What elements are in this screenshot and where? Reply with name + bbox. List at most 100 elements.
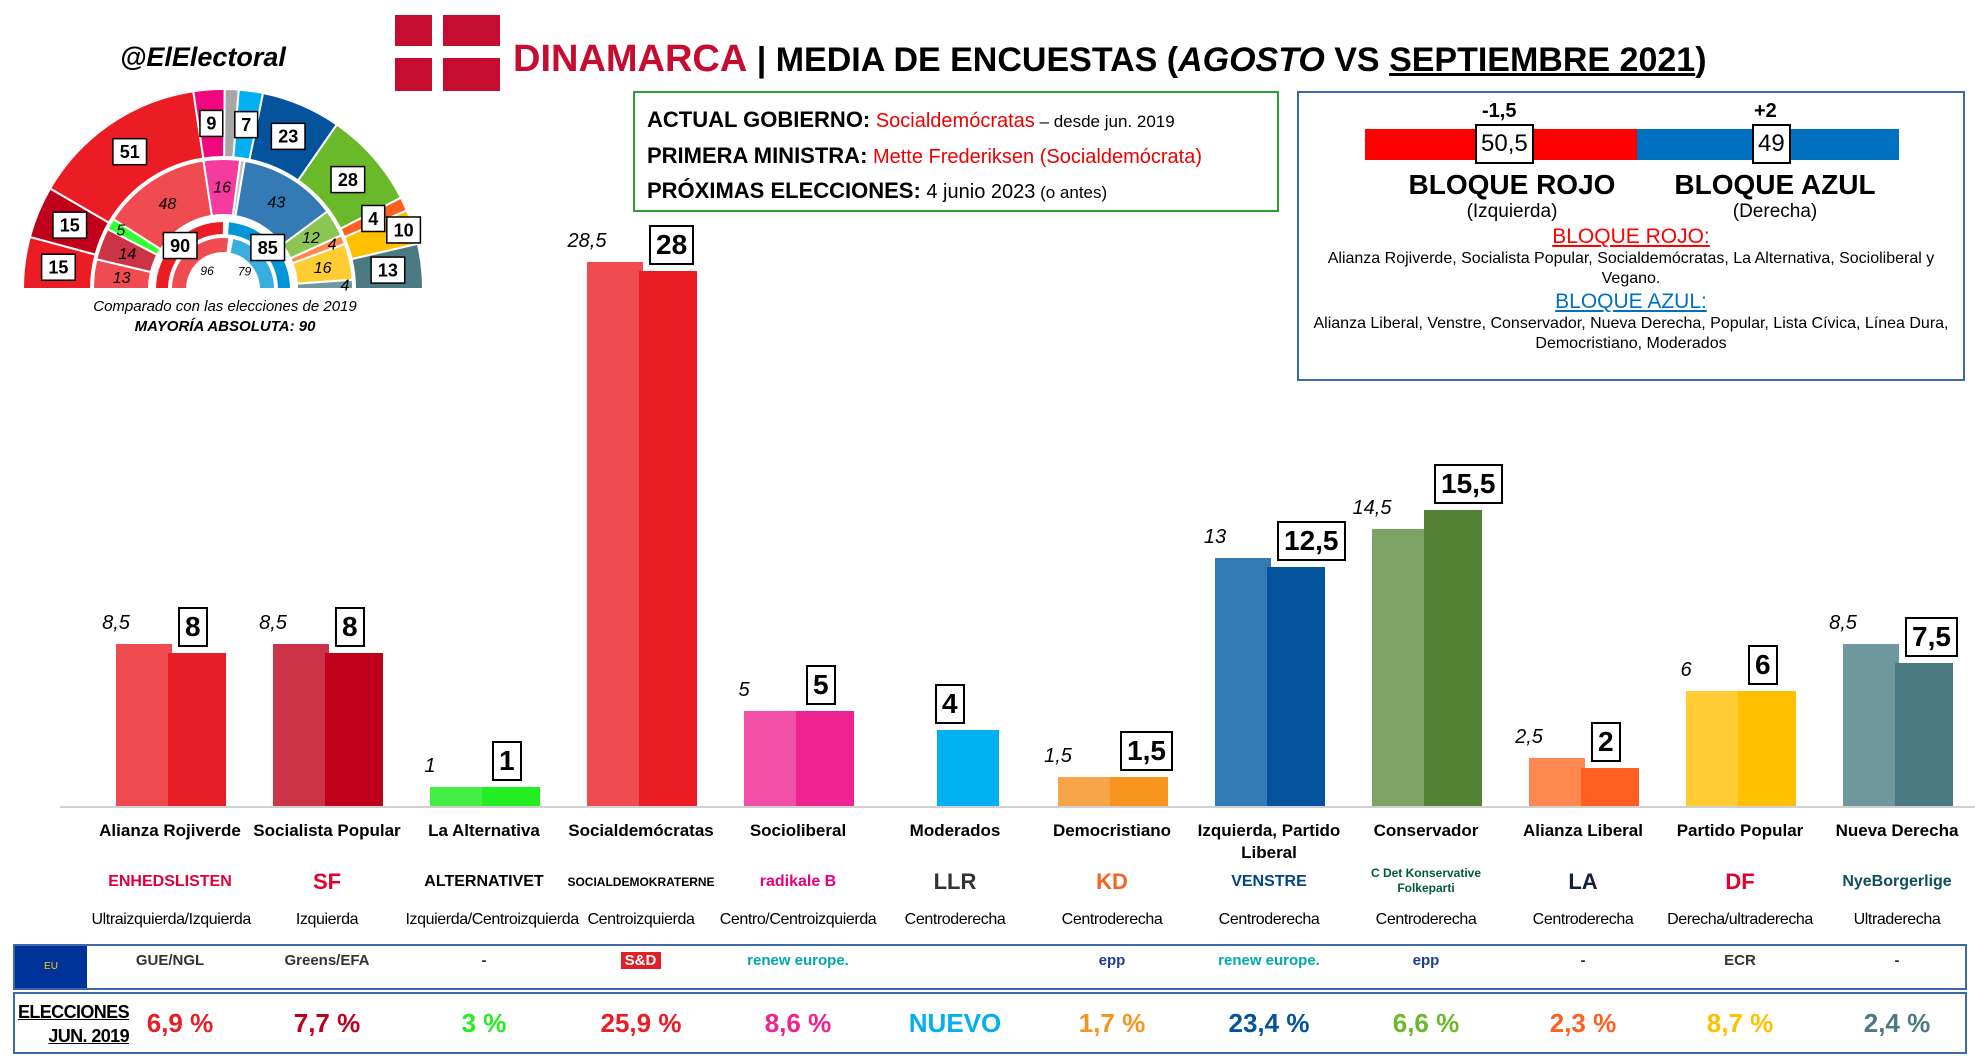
hemicycle-chart: 15 15 51 9 7 23 28 4 10 13 13 14 5 48 16 43 12 4 16 4 90 85 96… (21, 87, 425, 294)
party-name: Moderados (909, 821, 1001, 840)
country-name: DINAMARCA (513, 38, 748, 80)
title-text: | MEDIA DE ENCUESTAS ( (747, 41, 1179, 79)
hemicycle-previous-label: 4 (340, 277, 349, 294)
party-name: Nueva Derecha (1835, 821, 1959, 840)
party-name: Partido Popular (1676, 821, 1804, 840)
hemicycle-bloc-current-label-box (250, 233, 286, 262)
party-name: Alianza Liberal (1523, 821, 1643, 840)
hemicycle-current-label: 15 (48, 258, 68, 278)
party-name: Socioliberal (749, 821, 847, 840)
value-current: 1,5 (1120, 731, 1173, 772)
elections-label-line2: JUN. 2019 (48, 1026, 129, 1046)
eu-group-logo: - (1894, 952, 1900, 969)
bar-current (639, 271, 697, 806)
gov-since: – desde jun. 2019 (1034, 112, 1175, 131)
party-name: Izquierda, Partido Liberal (1197, 821, 1341, 862)
hemicycle-previous-label: 5 (116, 223, 125, 240)
bar-previous (1215, 557, 1271, 806)
value-previous: 8,5 (102, 611, 130, 634)
eu-group-logo: S&D (620, 952, 661, 969)
red-bloc-members: Alianza Rojiverde, Socialista Popular, S… (1327, 250, 1935, 287)
blue-bloc-members: Alianza Liberal, Venstre, Conservador, N… (1313, 315, 1949, 352)
bar-previous (1686, 691, 1742, 806)
title-vs: VS (1324, 41, 1390, 79)
value-previous: 13 (1203, 525, 1227, 548)
hemicycle-bloc-current-label-box (162, 231, 198, 260)
party-logo: radikale B (759, 873, 837, 890)
hemicycle-previous-label: 4 (328, 237, 337, 254)
party-logo: SF (312, 869, 342, 894)
party-name: Socialdemócratas (568, 821, 714, 840)
party-ideology: Izquierda (295, 911, 359, 928)
hemicycle-previous-label: 14 (118, 246, 136, 263)
bar-previous (744, 710, 800, 806)
hemicycle-bloc-current-segment (225, 220, 293, 290)
party-logo: KD (1096, 869, 1128, 894)
bar-current (937, 729, 999, 806)
eu-group-logo: - (481, 952, 487, 969)
pm-label: PRIMERA MINISTRA: (647, 143, 868, 168)
party-name: Alianza Rojiverde (99, 821, 241, 840)
party-logo: DF (1725, 869, 1755, 894)
blue-bloc-change: +2 (1754, 100, 1777, 122)
result-2019: 1,7 % (1078, 1008, 1146, 1038)
value-current: 7,5 (1905, 616, 1958, 657)
hemicycle-current-label: 4 (368, 209, 378, 229)
party-name: La Alternativa (428, 821, 540, 840)
value-previous: 1,5 (1044, 745, 1072, 768)
party-logo: ALTERNATIVET (424, 873, 544, 890)
value-previous: 1 (424, 754, 436, 777)
value-previous: 8,5 (259, 611, 287, 634)
bloc-box: -1,5 +2 50,5 49 BLOQUE ROJO BLOQUE AZUL … (1297, 91, 1965, 381)
bar-previous (1372, 529, 1428, 806)
value-current: 2 (1591, 721, 1621, 762)
value-previous: 5 (738, 678, 750, 701)
hemicycle-previous-label: 13 (113, 270, 131, 287)
bar-previous (1843, 643, 1899, 806)
bar-previous (1529, 758, 1585, 806)
hemicycle-current-label-box (386, 216, 422, 244)
bar-current (1424, 509, 1482, 806)
hemicycle-caption-text: Comparado con las elecciones de 2019 (93, 298, 357, 315)
chart-baseline (60, 806, 1975, 808)
majority-label: MAYORÍA ABSOLUTA: 90 (134, 318, 316, 335)
value-current: 15,5 (1434, 463, 1503, 504)
eu-flag-icon: EU (15, 946, 87, 988)
bar-current (325, 653, 383, 806)
hemicycle-current-label-box (52, 211, 88, 239)
value-current: 8 (178, 607, 208, 648)
bar-previous (1058, 777, 1114, 806)
result-2019: 25,9 % (600, 1008, 682, 1038)
red-bloc-name: BLOQUE ROJO (1408, 169, 1616, 200)
eu-group-logo: epp (1098, 952, 1126, 969)
hemicycle-previous-label: 48 (158, 196, 176, 213)
elections-label: PRÓXIMAS ELECCIONES: (647, 178, 921, 203)
party-logo: LA (1568, 869, 1598, 894)
result-2019: 23,4 % (1228, 1008, 1310, 1038)
eu-group-logo: - (1580, 952, 1586, 969)
party-ideology: Izquierda/Centroizquierda (405, 911, 580, 928)
hemicycle-current-label: 7 (241, 115, 251, 135)
value-current: 1 (492, 740, 522, 781)
value-current: 6 (1748, 645, 1778, 686)
hemicycle-current-label-box (40, 253, 76, 281)
blue-bloc-name: BLOQUE AZUL (1674, 169, 1876, 200)
party-ideology: Ultraderecha (1853, 911, 1941, 928)
hemicycle-current-label-box (330, 165, 366, 194)
bar-previous (116, 643, 172, 806)
bar-current (1738, 691, 1796, 806)
hemicycle-bloc-current-label: 90 (170, 236, 190, 256)
party-ideology: Centroderecha (1532, 911, 1634, 928)
red-bloc-value: 50,5 (1475, 124, 1534, 164)
hemicycle-previous-label: 16 (213, 180, 231, 197)
hemicycle-bloc-previous-label: 79 (238, 264, 252, 278)
bar-current (168, 653, 226, 806)
results-2019-row: ELECCIONES JUN. 2019 (13, 992, 1967, 1054)
page-title: DINAMARCA | MEDIA DE ENCUESTAS (AGOSTO V… (513, 38, 1707, 81)
value-previous: 14,5 (1352, 497, 1392, 520)
hemicycle-current-label: 28 (338, 170, 358, 190)
bar-current (1581, 767, 1639, 806)
value-current: 5 (806, 664, 836, 705)
hemicycle-current-label-box (361, 204, 386, 233)
hemicycle-previous-segment (295, 278, 355, 290)
